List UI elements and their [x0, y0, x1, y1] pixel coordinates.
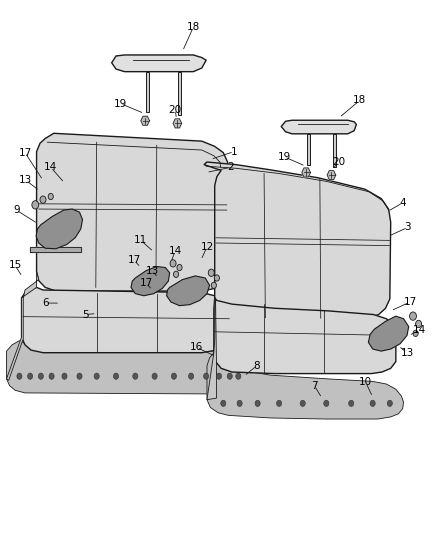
- Circle shape: [28, 373, 33, 379]
- Text: 20: 20: [332, 157, 346, 167]
- Polygon shape: [302, 168, 311, 177]
- Text: 17: 17: [127, 255, 141, 265]
- Polygon shape: [36, 133, 228, 291]
- Polygon shape: [7, 272, 39, 381]
- Polygon shape: [173, 119, 182, 128]
- Text: 4: 4: [399, 198, 406, 208]
- Circle shape: [188, 373, 194, 379]
- Circle shape: [349, 400, 354, 407]
- Circle shape: [216, 373, 222, 379]
- Polygon shape: [166, 276, 209, 306]
- Polygon shape: [214, 298, 396, 374]
- Text: 19: 19: [278, 152, 291, 162]
- Text: 14: 14: [413, 325, 427, 335]
- Circle shape: [38, 373, 43, 379]
- Text: 17: 17: [139, 278, 153, 288]
- Polygon shape: [327, 171, 336, 180]
- Circle shape: [113, 373, 119, 379]
- Text: 3: 3: [405, 222, 411, 232]
- Circle shape: [208, 269, 214, 277]
- Text: 15: 15: [8, 261, 22, 270]
- Text: 17: 17: [18, 148, 32, 158]
- Polygon shape: [30, 247, 81, 252]
- Circle shape: [227, 373, 232, 379]
- Polygon shape: [21, 287, 231, 353]
- Circle shape: [211, 282, 216, 288]
- Text: 7: 7: [311, 381, 318, 391]
- Polygon shape: [7, 341, 244, 394]
- Text: 1: 1: [231, 147, 237, 157]
- Circle shape: [204, 373, 208, 379]
- Circle shape: [276, 400, 282, 407]
- Text: 14: 14: [169, 246, 182, 256]
- Circle shape: [413, 330, 418, 336]
- Text: 17: 17: [403, 297, 417, 307]
- Polygon shape: [333, 134, 336, 167]
- Polygon shape: [368, 316, 409, 351]
- Circle shape: [173, 271, 179, 278]
- Text: 6: 6: [42, 298, 49, 308]
- Text: 13: 13: [146, 265, 159, 276]
- Circle shape: [416, 320, 422, 328]
- Text: 11: 11: [134, 236, 148, 245]
- Circle shape: [48, 193, 53, 200]
- Circle shape: [152, 373, 157, 379]
- Text: 2: 2: [228, 162, 234, 172]
- Text: 13: 13: [400, 348, 413, 358]
- Circle shape: [237, 400, 242, 407]
- Circle shape: [133, 373, 138, 379]
- Text: 10: 10: [359, 377, 372, 387]
- Circle shape: [40, 196, 46, 203]
- Text: 16: 16: [190, 343, 203, 352]
- Circle shape: [214, 275, 219, 281]
- Circle shape: [17, 373, 22, 379]
- Polygon shape: [207, 298, 216, 400]
- Circle shape: [370, 400, 375, 407]
- Circle shape: [255, 400, 260, 407]
- Text: 12: 12: [200, 241, 214, 252]
- Circle shape: [32, 201, 39, 209]
- Polygon shape: [281, 120, 357, 134]
- Circle shape: [324, 400, 329, 407]
- Polygon shape: [131, 266, 170, 296]
- Circle shape: [221, 400, 226, 407]
- Polygon shape: [178, 71, 181, 115]
- Circle shape: [177, 264, 182, 271]
- Polygon shape: [307, 134, 310, 165]
- Polygon shape: [146, 71, 149, 112]
- Polygon shape: [141, 116, 149, 125]
- Text: 9: 9: [13, 205, 20, 215]
- Circle shape: [171, 373, 177, 379]
- Circle shape: [300, 400, 305, 407]
- Text: 18: 18: [187, 22, 200, 33]
- Text: 20: 20: [169, 105, 182, 115]
- Polygon shape: [36, 209, 82, 249]
- Circle shape: [410, 312, 417, 320]
- Text: 5: 5: [82, 310, 88, 320]
- Polygon shape: [204, 162, 391, 319]
- Circle shape: [49, 373, 54, 379]
- Text: 18: 18: [353, 95, 367, 106]
- Text: 13: 13: [19, 175, 32, 185]
- Polygon shape: [112, 55, 206, 71]
- Circle shape: [236, 373, 241, 379]
- Circle shape: [62, 373, 67, 379]
- Text: 19: 19: [113, 99, 127, 109]
- Polygon shape: [207, 353, 403, 419]
- Circle shape: [170, 260, 176, 267]
- Text: 14: 14: [44, 162, 57, 172]
- Circle shape: [94, 373, 99, 379]
- Text: 8: 8: [254, 361, 260, 371]
- Circle shape: [387, 400, 392, 407]
- Circle shape: [77, 373, 82, 379]
